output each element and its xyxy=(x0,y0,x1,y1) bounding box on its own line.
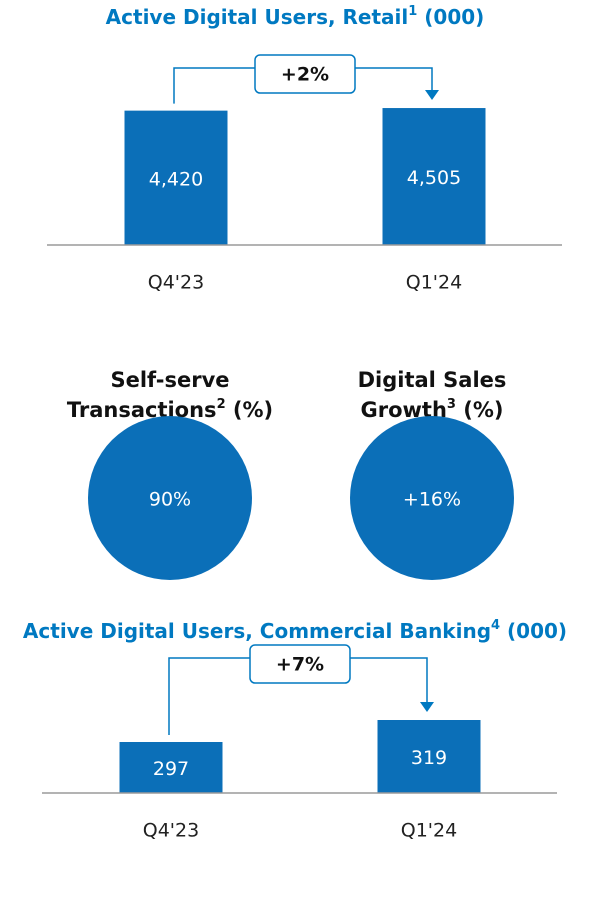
bar xyxy=(119,742,223,793)
bar xyxy=(382,108,486,245)
annotation-box xyxy=(254,54,356,94)
title-suffix: (%) xyxy=(226,398,274,422)
metric-value: +16% xyxy=(403,489,461,511)
x-tick-label: Q4'23 xyxy=(148,272,204,294)
title-suffix: (000) xyxy=(500,619,567,643)
value-label: 319 xyxy=(411,747,447,769)
bar xyxy=(124,110,228,245)
title-text: Transactions xyxy=(67,398,217,422)
metric-title: Self-serve xyxy=(110,368,229,392)
metric-title: Transactions2 (%) xyxy=(67,397,273,423)
value-label: 4,420 xyxy=(149,168,203,190)
footnote-mark: 1 xyxy=(408,4,417,19)
connector xyxy=(168,657,428,735)
value-label: 4,505 xyxy=(407,167,461,189)
arrow-head xyxy=(425,90,439,101)
annotation: +2% xyxy=(281,64,329,86)
x-tick-label: Q1'24 xyxy=(406,272,462,294)
metric-circle xyxy=(88,416,252,580)
title-suffix: (%) xyxy=(456,398,504,422)
value-label: 297 xyxy=(153,758,189,780)
title-suffix: (000) xyxy=(417,5,484,29)
metric-circle xyxy=(350,416,514,580)
arrow-head xyxy=(420,702,434,712)
x-tick-label: Q4'23 xyxy=(143,820,199,842)
connector xyxy=(173,67,433,104)
metric-title: Digital Sales xyxy=(358,368,507,392)
footnote-mark: 3 xyxy=(447,397,456,412)
annotation-box xyxy=(249,644,351,684)
footnote-mark: 2 xyxy=(217,397,226,412)
bar xyxy=(377,720,481,793)
footnote-mark: 4 xyxy=(491,618,500,633)
title-text: Active Digital Users, Retail xyxy=(106,5,409,29)
annotation: +7% xyxy=(276,654,324,676)
chart-title: Active Digital Users, Retail1 (000) xyxy=(106,4,485,29)
metric-value: 90% xyxy=(149,489,191,511)
chart-title: Active Digital Users, Commercial Banking… xyxy=(23,618,567,643)
x-tick-label: Q1'24 xyxy=(401,820,457,842)
title-text: Active Digital Users, Commercial Banking xyxy=(23,619,491,643)
